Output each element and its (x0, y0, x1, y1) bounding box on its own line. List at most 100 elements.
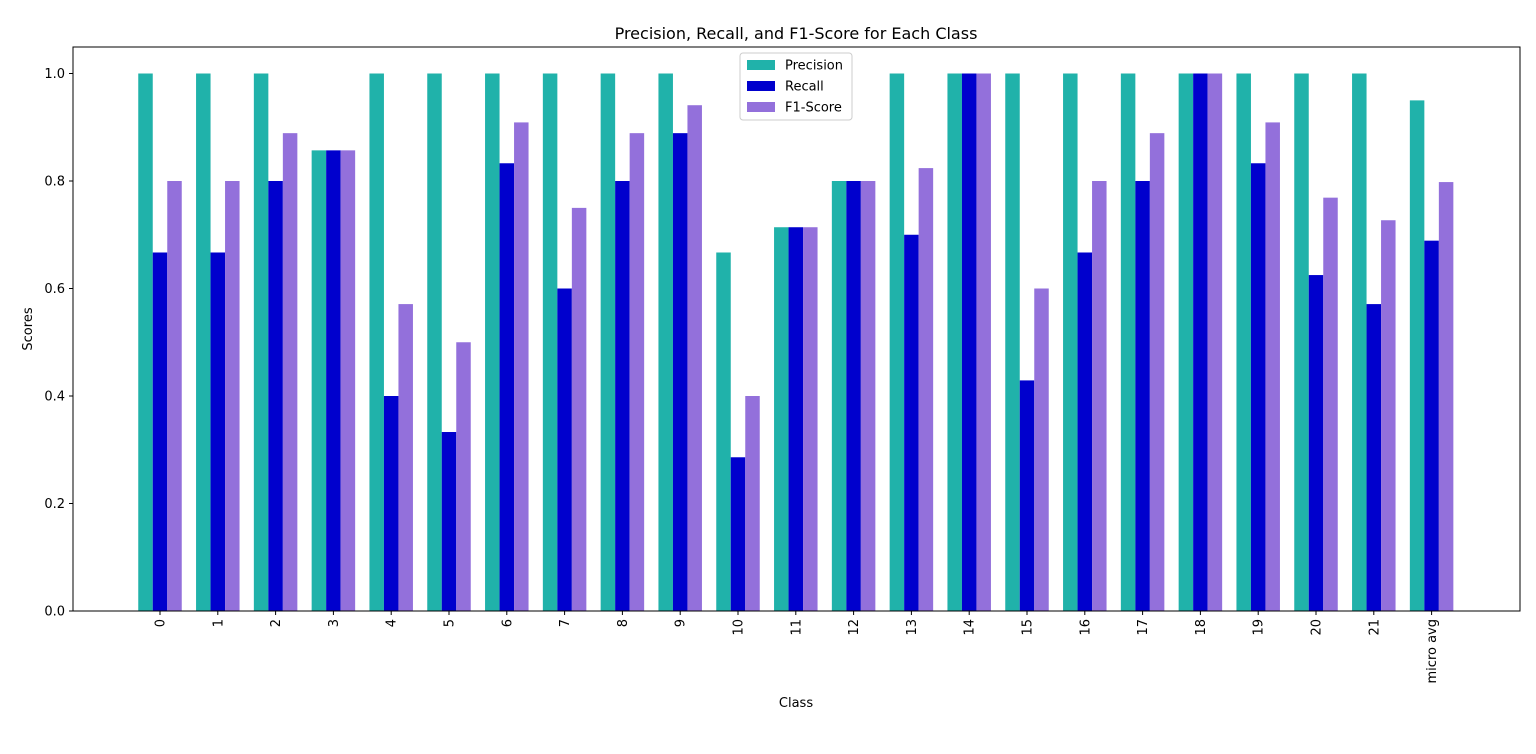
bar-recall-20 (1308, 275, 1324, 611)
bar-precision-10 (716, 252, 731, 612)
x-tick-label: 7 (558, 619, 573, 627)
legend-swatch (747, 60, 775, 70)
bar-precision-18 (1178, 73, 1194, 611)
bar-f1-score-4 (398, 304, 413, 611)
bar-f1-score-8 (629, 133, 645, 611)
bar-f1-score-18 (1207, 73, 1223, 611)
bar-precision-21 (1352, 73, 1367, 611)
bar-f1-score-20 (1323, 197, 1338, 611)
bar-f1-score-21 (1381, 220, 1396, 612)
bar-recall-3 (326, 150, 341, 612)
bar-precision-3 (311, 150, 327, 612)
bar-recall-micro-avg (1424, 240, 1439, 611)
bar-precision-12 (831, 181, 847, 611)
y-tick-label: 0.2 (44, 497, 65, 512)
bar-precision-15 (1005, 73, 1020, 611)
x-tick-label: 11 (789, 619, 804, 636)
x-tick-label: 0 (154, 619, 169, 627)
x-tick-label: 13 (905, 619, 920, 636)
bar-precision-4 (369, 73, 384, 611)
bar-recall-12 (846, 181, 861, 611)
x-tick-label: 14 (963, 619, 978, 636)
x-tick-label: 10 (732, 619, 747, 636)
bar-recall-15 (1019, 380, 1035, 611)
bar-recall-21 (1366, 304, 1382, 611)
y-tick-label: 0.4 (44, 390, 65, 405)
bar-precision-6 (485, 73, 500, 611)
bar-recall-11 (788, 227, 804, 612)
x-tick-label: 21 (1367, 619, 1382, 636)
bar-recall-14 (961, 73, 977, 611)
bar-f1-score-16 (1092, 181, 1107, 611)
x-tick-label: 2 (269, 619, 284, 627)
bar-precision-5 (427, 73, 442, 611)
y-tick-label: 0.6 (44, 282, 65, 297)
y-tick-label: 1.0 (44, 67, 65, 82)
x-tick-label: 3 (327, 619, 342, 627)
bar-precision-1 (196, 73, 211, 611)
bar-precision-16 (1063, 73, 1078, 611)
x-tick-label: 17 (1136, 619, 1151, 636)
bar-f1-score-1 (225, 181, 240, 611)
x-tick-label: micro avg (1425, 619, 1440, 683)
bar-precision-20 (1294, 73, 1309, 611)
bar-f1-score-15 (1034, 288, 1049, 611)
bar-f1-score-11 (803, 227, 818, 612)
chart-title: Precision, Recall, and F1-Score for Each… (615, 24, 978, 43)
bar-recall-19 (1250, 163, 1266, 611)
bar-precision-9 (658, 73, 673, 611)
bar-f1-score-0 (167, 181, 182, 611)
bar-recall-10 (730, 457, 746, 611)
x-tick-label: 18 (1194, 619, 1209, 636)
x-tick-label: 5 (443, 619, 458, 627)
bar-precision-17 (1120, 73, 1136, 611)
legend-label: F1-Score (785, 101, 842, 116)
x-tick-label: 8 (616, 619, 631, 627)
x-tick-label: 1 (211, 619, 226, 627)
bars-group (138, 73, 1454, 612)
bar-precision-2 (253, 73, 269, 611)
y-axis: 0.0 0.2 0.4 0.6 0.8 1.0 (44, 67, 73, 620)
x-tick-label: 4 (385, 619, 400, 627)
bar-precision-19 (1236, 73, 1251, 611)
bar-f1-score-17 (1149, 133, 1165, 611)
bar-recall-9 (672, 133, 688, 611)
legend-label: Precision (785, 59, 843, 74)
bar-f1-score-7 (571, 207, 587, 612)
x-tick-label: 16 (1078, 619, 1093, 636)
bar-f1-score-10 (745, 396, 760, 611)
legend-swatch (747, 81, 775, 91)
bar-recall-6 (499, 163, 515, 611)
bar-f1-score-micro-avg (1438, 182, 1454, 611)
x-tick-label: 9 (674, 619, 689, 627)
legend-label: Recall (785, 80, 824, 95)
y-tick-label: 0.0 (44, 605, 65, 620)
bar-recall-16 (1077, 252, 1093, 612)
bar-recall-2 (268, 181, 283, 611)
bar-recall-13 (904, 234, 919, 611)
bar-precision-8 (600, 73, 616, 611)
bar-f1-score-3 (340, 150, 356, 612)
bar-recall-0 (152, 252, 168, 612)
legend-swatch (747, 102, 775, 112)
x-tick-label: 12 (847, 619, 862, 636)
bar-f1-score-13 (918, 168, 934, 611)
x-tick-label: 6 (500, 619, 515, 627)
y-axis-label: Scores (21, 307, 36, 350)
bar-precision-micro-avg (1409, 100, 1425, 612)
x-tick-label: 15 (1021, 619, 1036, 636)
bar-f1-score-19 (1265, 122, 1280, 611)
plot-frame (72, 46, 1521, 612)
bar-precision-14 (947, 73, 962, 611)
bar-f1-score-14 (976, 73, 991, 611)
bar-recall-17 (1135, 181, 1150, 611)
bar-recall-1 (210, 252, 226, 612)
bar-recall-8 (615, 181, 630, 611)
x-tick-label: 19 (1252, 619, 1267, 636)
bar-precision-11 (774, 227, 789, 612)
bar-recall-18 (1193, 73, 1208, 611)
bar-precision-0 (138, 73, 153, 611)
x-axis-label: Class (779, 696, 813, 711)
bar-recall-4 (383, 396, 399, 611)
